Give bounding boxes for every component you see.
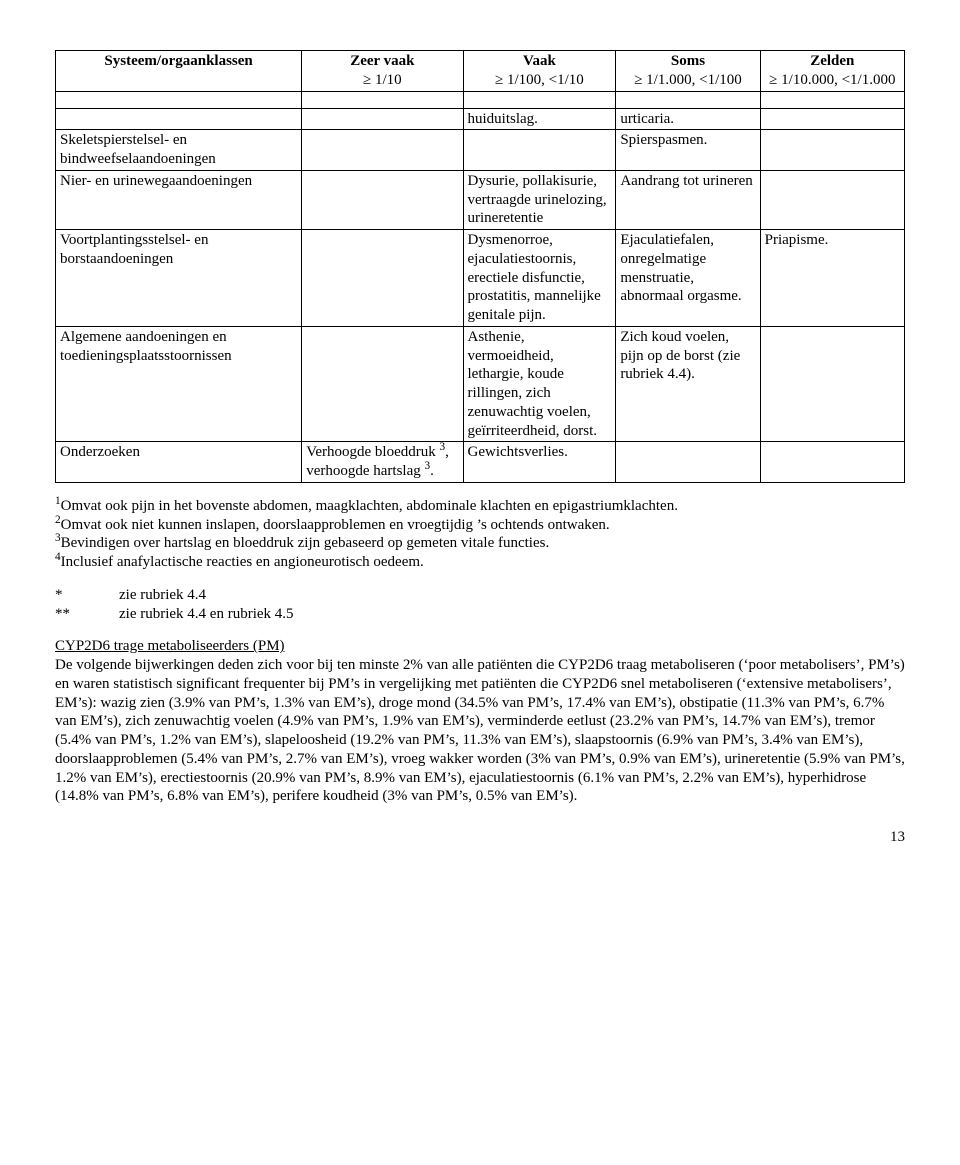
cell: Priapisme. [760, 230, 904, 327]
table-row: huiduitslag. urticaria. [56, 108, 905, 130]
cell: Dysmenorroe, ejaculatiestoornis, erectie… [463, 230, 616, 327]
cell [760, 170, 904, 229]
cell: Ejaculatiefalen, onregelmatige menstruat… [616, 230, 760, 327]
legend-row: * zie rubriek 4.4 [55, 586, 905, 605]
cell: Aandrang tot urineren [616, 170, 760, 229]
header-title: Soms [671, 53, 705, 69]
cell [302, 91, 463, 108]
table-row: Skeletspierstelsel- en bindweefselaandoe… [56, 130, 905, 171]
footnote-2: 2Omvat ook niet kunnen inslapen, doorsla… [55, 516, 905, 535]
footnote-text: Inclusief anafylactische reacties en ang… [61, 554, 424, 570]
table-row: Nier- en urinewegaandoeningen Dysurie, p… [56, 170, 905, 229]
cell [302, 230, 463, 327]
legend-row: ** zie rubriek 4.4 en rubriek 4.5 [55, 605, 905, 624]
table-row: Algemene aandoeningen en toedieningsplaa… [56, 326, 905, 442]
footnote-1: 1Omvat ook pijn in het bovenste abdomen,… [55, 497, 905, 516]
cell [760, 91, 904, 108]
page-number: 13 [55, 828, 905, 847]
cell [616, 442, 760, 483]
col-header-soms: Soms ≥ 1/1.000, <1/100 [616, 51, 760, 92]
cyp2d6-section: CYP2D6 trage metaboliseerders (PM) De vo… [55, 637, 905, 806]
cell [463, 91, 616, 108]
header-sub: ≥ 1/10.000, <1/1.000 [765, 71, 900, 90]
cell: Zich koud voelen, pijn op de borst (zie … [616, 326, 760, 442]
cell-system: Onderzoeken [56, 442, 302, 483]
footnote-text: Bevindigen over hartslag en bloeddruk zi… [61, 535, 550, 551]
cell-system: Voortplantingsstelsel- en borstaandoenin… [56, 230, 302, 327]
cell [463, 130, 616, 171]
cell-onderzoeken-zeervaak: Verhoogde bloeddruk 3, verhoogde hartsla… [302, 442, 463, 483]
header-title: Systeem/orgaanklassen [104, 53, 252, 69]
section-heading: CYP2D6 trage metaboliseerders (PM) [55, 638, 285, 654]
table-header-row: Systeem/orgaanklassen Zeer vaak ≥ 1/10 V… [56, 51, 905, 92]
table-row: Voortplantingsstelsel- en borstaandoenin… [56, 230, 905, 327]
section-body: De volgende bijwerkingen deden zich voor… [55, 656, 905, 806]
cell [760, 130, 904, 171]
header-sub: ≥ 1/100, <1/10 [468, 71, 612, 90]
legend-text: zie rubriek 4.4 en rubriek 4.5 [119, 605, 294, 624]
cell [302, 326, 463, 442]
footnote-text: Omvat ook pijn in het bovenste abdomen, … [61, 498, 678, 514]
table-blank-row [56, 91, 905, 108]
col-header-zeer-vaak: Zeer vaak ≥ 1/10 [302, 51, 463, 92]
cell: Dysurie, pollakisurie, vertraagde urinel… [463, 170, 616, 229]
cell [760, 326, 904, 442]
cell-system: Skeletspierstelsel- en bindweefselaandoe… [56, 130, 302, 171]
adverse-effects-table: Systeem/orgaanklassen Zeer vaak ≥ 1/10 V… [55, 50, 905, 483]
table-row: Onderzoeken Verhoogde bloeddruk 3, verho… [56, 442, 905, 483]
footnote-text: Omvat ook niet kunnen inslapen, doorslaa… [61, 517, 610, 533]
cell [302, 130, 463, 171]
cell [56, 91, 302, 108]
legend-symbol: * [55, 586, 119, 605]
header-title: Zeer vaak [350, 53, 414, 69]
cell: Gewichtsverlies. [463, 442, 616, 483]
table-body: huiduitslag. urticaria. Skeletspierstels… [56, 91, 905, 482]
cell [302, 170, 463, 229]
cell: Spierspasmen. [616, 130, 760, 171]
cell [760, 442, 904, 483]
header-title: Zelden [810, 53, 854, 69]
footnote-3: 3Bevindigen over hartslag en bloeddruk z… [55, 534, 905, 553]
cell-system: Algemene aandoeningen en toedieningsplaa… [56, 326, 302, 442]
footnote-4: 4Inclusief anafylactische reacties en an… [55, 553, 905, 572]
col-header-zelden: Zelden ≥ 1/10.000, <1/1.000 [760, 51, 904, 92]
cell-system [56, 108, 302, 130]
header-title: Vaak [523, 53, 556, 69]
col-header-vaak: Vaak ≥ 1/100, <1/10 [463, 51, 616, 92]
cell: huiduitslag. [463, 108, 616, 130]
header-sub: ≥ 1/10 [306, 71, 458, 90]
legend-text: zie rubriek 4.4 [119, 586, 206, 605]
legend: * zie rubriek 4.4 ** zie rubriek 4.4 en … [55, 586, 905, 624]
legend-symbol: ** [55, 605, 119, 624]
cell: Asthenie, vermoeidheid, lethargie, koude… [463, 326, 616, 442]
cell [616, 91, 760, 108]
cell [302, 108, 463, 130]
col-header-system: Systeem/orgaanklassen [56, 51, 302, 92]
cell-system: Nier- en urinewegaandoeningen [56, 170, 302, 229]
header-sub: ≥ 1/1.000, <1/100 [620, 71, 755, 90]
cell: urticaria. [616, 108, 760, 130]
footnotes: 1Omvat ook pijn in het bovenste abdomen,… [55, 497, 905, 572]
cell [760, 108, 904, 130]
